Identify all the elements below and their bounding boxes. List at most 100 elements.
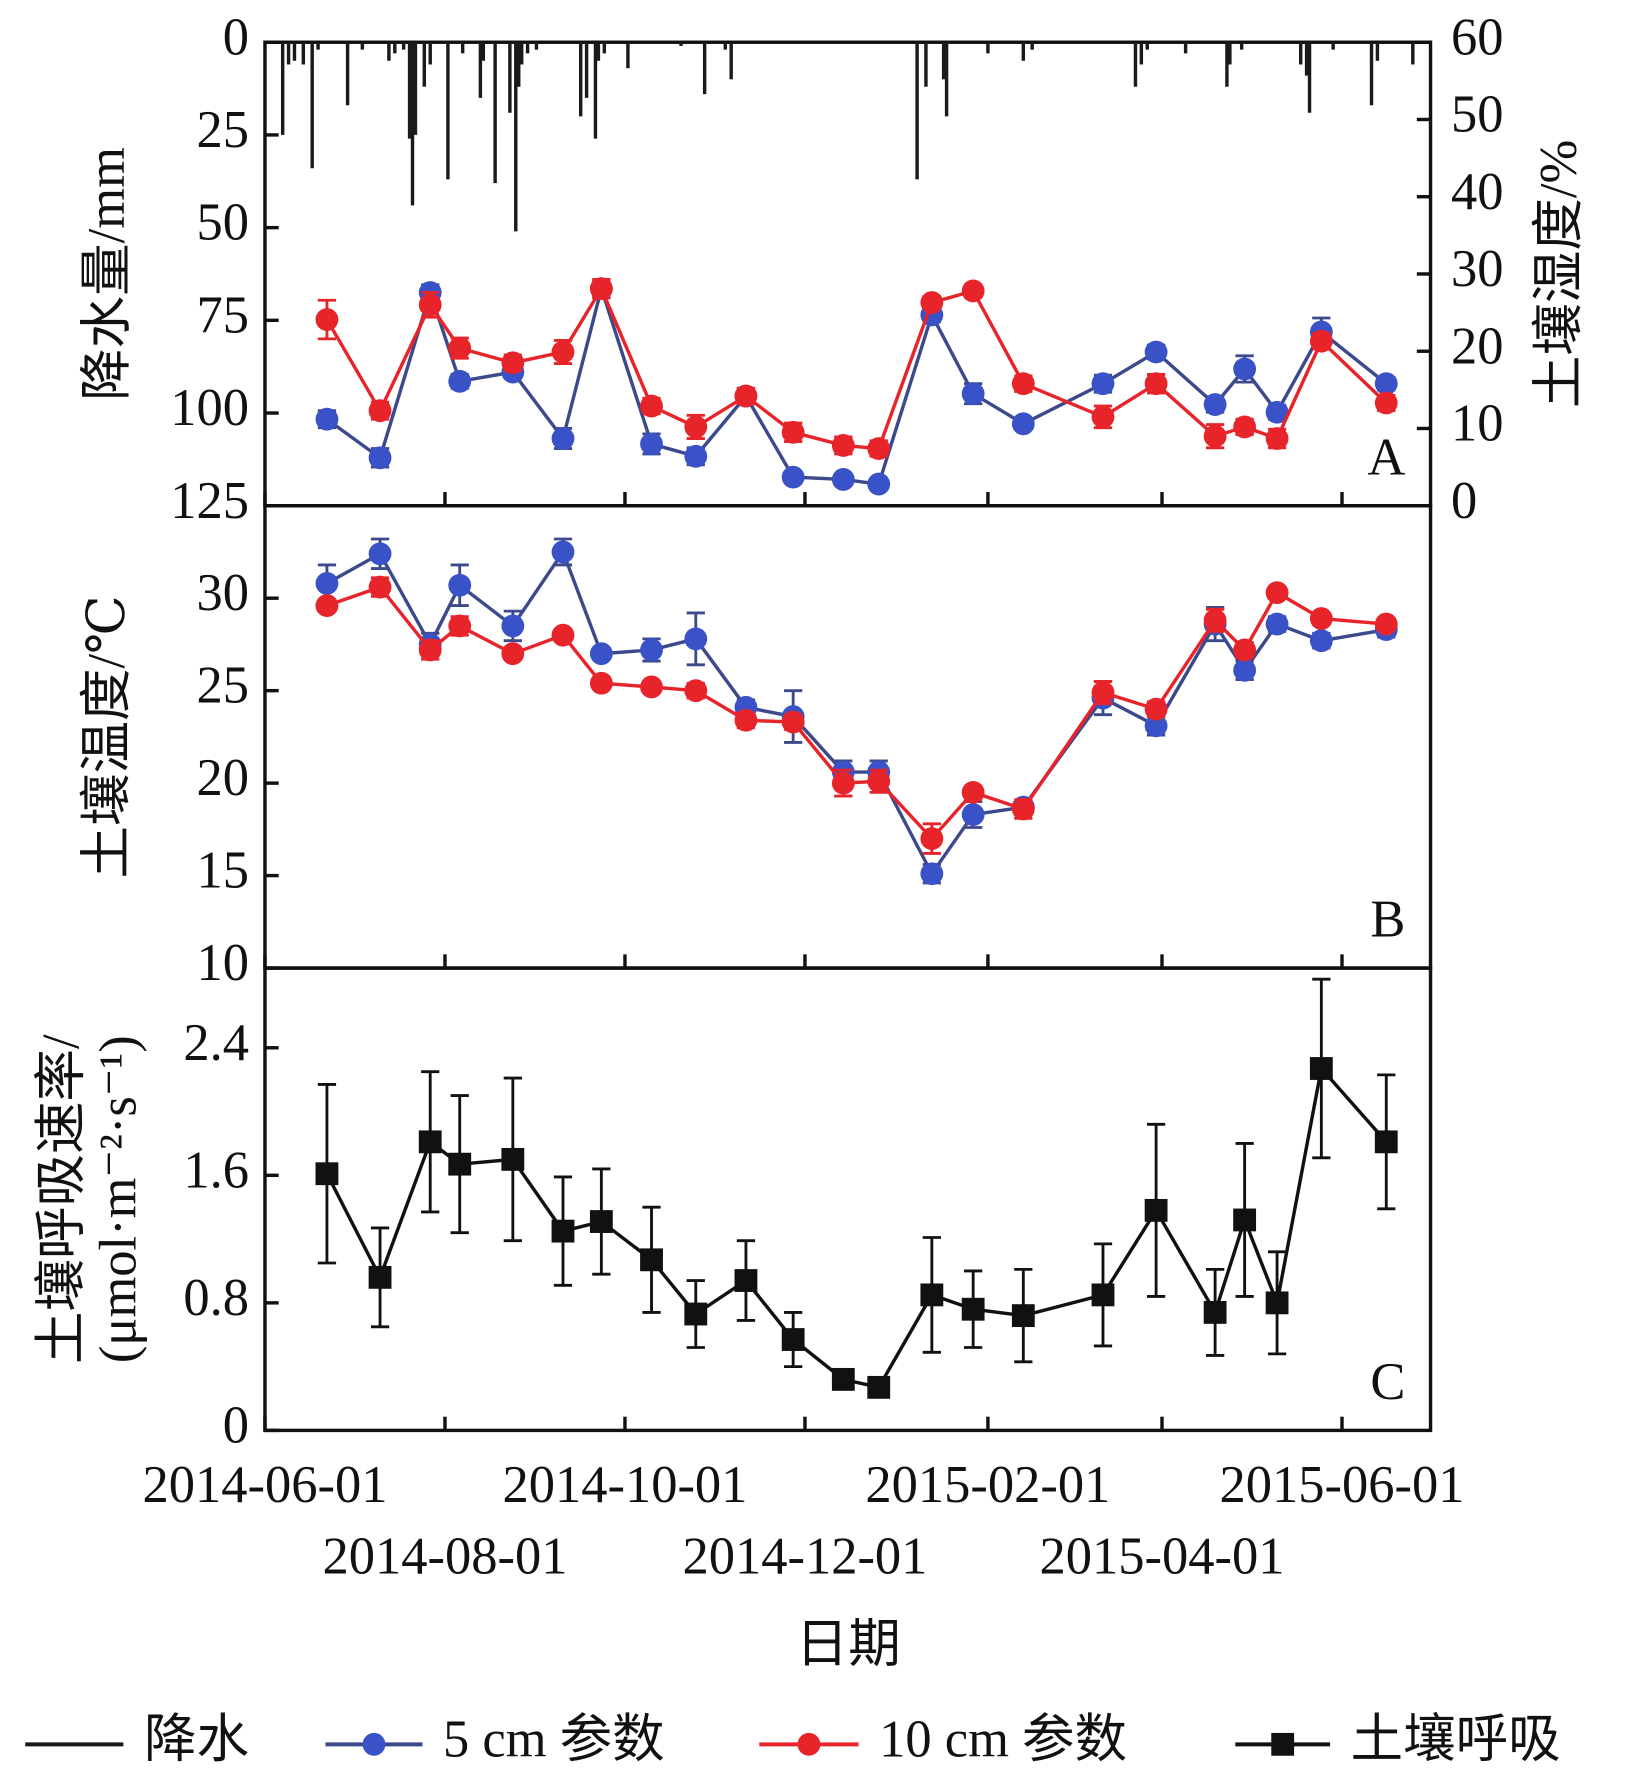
data-point: [640, 1248, 663, 1272]
data-point: [867, 1375, 891, 1399]
x-axis-title: 日期: [796, 1616, 901, 1674]
data-point: [734, 384, 758, 408]
legend-marker: [362, 1732, 386, 1756]
data-point: [684, 627, 708, 651]
y-tick-label: 30: [196, 564, 249, 622]
panel-label: C: [1370, 1353, 1405, 1411]
data-point: [920, 862, 944, 886]
data-point: [1265, 1291, 1289, 1315]
y2-axis-title: 土壤湿度/%: [1530, 140, 1588, 408]
data-point: [1374, 391, 1398, 415]
data-point: [1265, 427, 1289, 450]
data-point: [315, 407, 339, 431]
legend-marker: [1271, 1732, 1295, 1756]
data-point: [448, 336, 472, 360]
y-axis-title: 土壤呼吸速率/: [32, 1034, 90, 1364]
data-point: [684, 1302, 708, 1326]
data-point: [640, 638, 663, 662]
data-point: [1144, 340, 1168, 364]
series-line: [325, 282, 1388, 486]
legend-label: 土壤呼吸: [1351, 1710, 1561, 1768]
data-point: [961, 382, 985, 406]
y-tick-label: 0: [223, 8, 249, 66]
data-point: [589, 1210, 613, 1233]
y2-tick-label: 60: [1451, 8, 1503, 66]
y-axis-title: 降水量/mm: [78, 147, 136, 401]
y2-tick-label: 50: [1451, 86, 1503, 144]
data-point: [448, 614, 472, 638]
data-point: [734, 1269, 758, 1292]
data-point: [1011, 372, 1035, 396]
data-point: [501, 614, 525, 638]
panel-label: B: [1370, 891, 1405, 949]
data-point: [1091, 405, 1115, 429]
data-point: [1091, 1283, 1115, 1307]
y2-tick-label: 0: [1451, 472, 1477, 530]
data-point: [1233, 415, 1257, 439]
data-point: [368, 399, 392, 423]
legend-label: 降水: [144, 1710, 249, 1768]
data-point: [551, 540, 575, 564]
y-axis-title: (μmol·m⁻²·s⁻¹): [89, 1035, 147, 1363]
data-point: [640, 394, 663, 418]
data-point: [1233, 638, 1257, 662]
y-tick-label: 75: [196, 286, 249, 344]
y-tick-label: 0: [223, 1396, 249, 1454]
x-tick-label: 2014-10-01: [502, 1456, 747, 1514]
data-point: [831, 1367, 855, 1391]
data-point: [867, 769, 891, 793]
data-point: [1309, 329, 1333, 353]
y-tick-label: 0.8: [183, 1269, 249, 1327]
data-point: [448, 573, 472, 597]
data-point: [589, 642, 613, 666]
data-point: [1203, 608, 1227, 632]
data-point: [1374, 1130, 1398, 1154]
data-point: [1309, 607, 1333, 630]
data-point: [418, 1130, 442, 1154]
data-point: [1144, 1198, 1168, 1222]
x-tick-label: 2014-08-01: [322, 1528, 567, 1586]
data-point: [315, 1162, 339, 1186]
legend-marker: [797, 1732, 821, 1756]
x-tick-label: 2015-02-01: [865, 1456, 1110, 1514]
data-point: [448, 369, 472, 393]
data-point: [1374, 372, 1398, 396]
data-point: [368, 1265, 392, 1289]
series-line: [325, 284, 1388, 451]
data-point: [961, 803, 985, 826]
data-point: [684, 415, 708, 439]
data-point: [315, 308, 339, 331]
data-point: [1265, 612, 1289, 636]
plot-frame: [263, 966, 1433, 1433]
y-tick-label: 1.6: [183, 1141, 249, 1199]
data-point: [1309, 629, 1333, 653]
data-point: [315, 571, 339, 595]
y-tick-label: 20: [196, 749, 249, 807]
data-point: [418, 638, 442, 662]
data-point: [640, 675, 663, 699]
data-point: [1144, 697, 1168, 721]
data-point: [684, 679, 708, 703]
data-point: [734, 708, 758, 732]
data-point: [1203, 1301, 1227, 1324]
data-point: [1091, 372, 1115, 396]
data-point: [781, 1328, 805, 1351]
data-point: [961, 780, 985, 804]
data-point: [867, 472, 891, 496]
series-line: [326, 548, 1387, 878]
y-tick-label: 100: [170, 379, 249, 437]
data-point: [1374, 612, 1398, 636]
data-point: [448, 1152, 472, 1176]
data-point: [315, 594, 339, 618]
plot-frame: [263, 504, 1433, 970]
y-tick-label: 25: [196, 657, 249, 715]
data-point: [418, 293, 442, 317]
y-tick-label: 125: [170, 472, 249, 530]
data-point: [1265, 581, 1289, 605]
y-axis-title: 土壤温度/℃: [78, 595, 136, 878]
data-point: [501, 642, 525, 666]
data-point: [961, 279, 985, 303]
data-point: [831, 771, 855, 795]
data-point: [368, 575, 392, 599]
legend-label: 5 cm 参数: [443, 1710, 665, 1768]
